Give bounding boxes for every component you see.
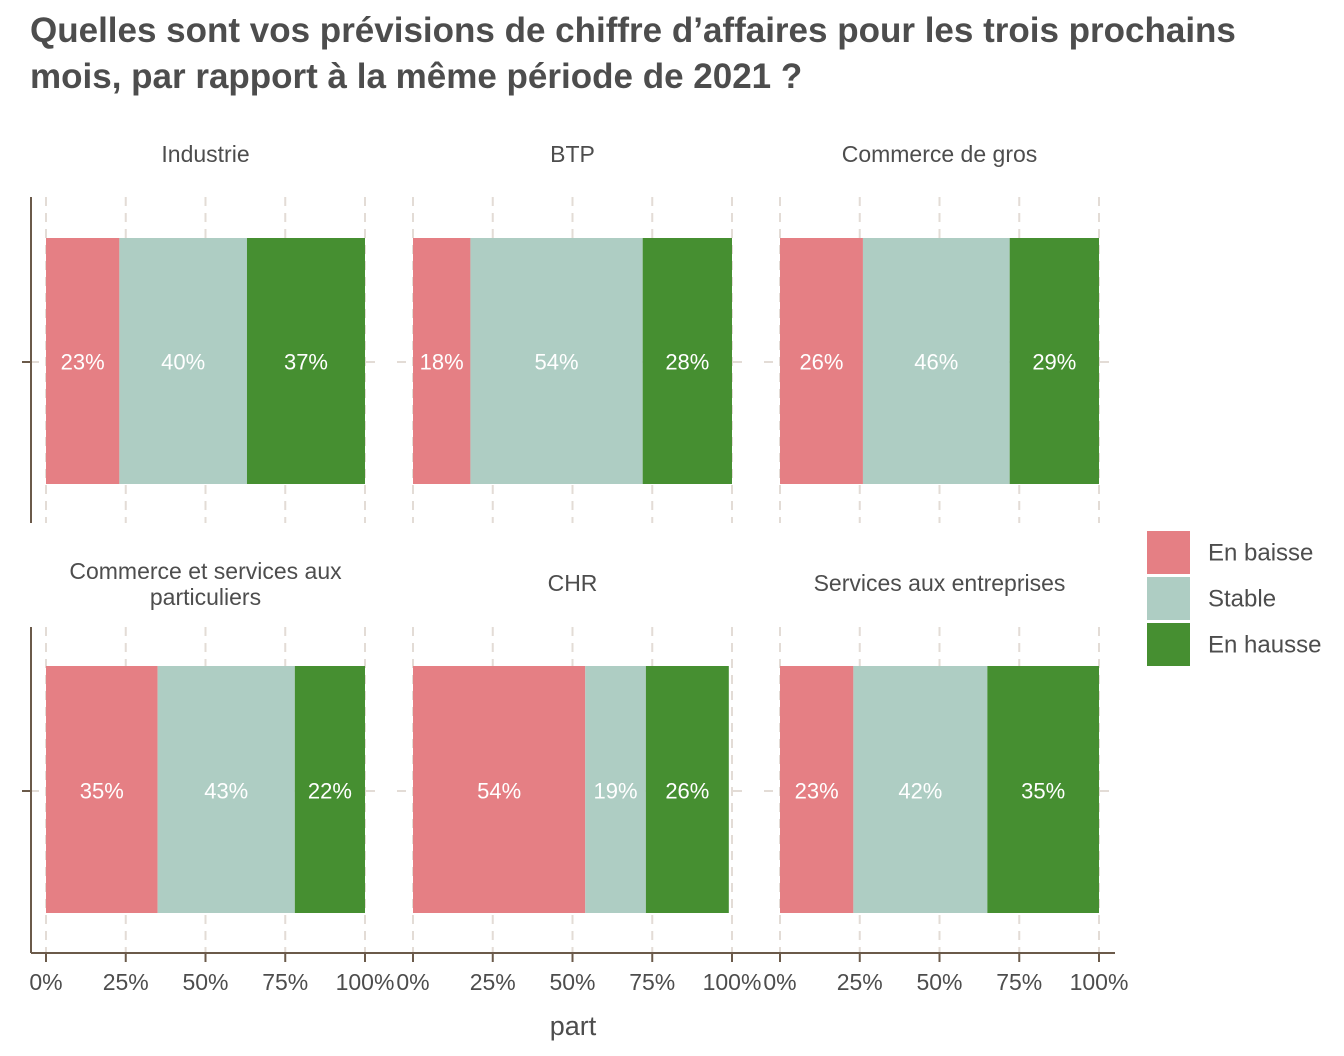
x-tick-label: 100% — [703, 969, 762, 995]
data-label: 40% — [161, 350, 205, 375]
x-tick-label: 25% — [470, 969, 516, 995]
facet-panel: BTP 18% 54% 28% — [397, 141, 748, 523]
x-tick-label: 50% — [182, 969, 228, 995]
data-label: 29% — [1032, 350, 1076, 375]
bar-segment — [46, 666, 158, 913]
legend-key — [1147, 623, 1190, 666]
chart-title: Quelles sont vos prévisions de chiffre d… — [30, 11, 1236, 96]
x-tick-label: 75% — [629, 969, 675, 995]
data-label: 54% — [535, 350, 579, 375]
facet-panel: CHR 54% 19% 26% — [397, 570, 748, 953]
bar-segment — [780, 666, 854, 913]
data-label: 46% — [914, 350, 958, 375]
data-label: 43% — [204, 779, 248, 804]
facet-title: Commerce et services aux particuliers — [69, 558, 342, 610]
bar-segment — [246, 238, 365, 484]
data-label: 26% — [799, 350, 843, 375]
data-label: 18% — [420, 350, 464, 375]
data-label: 35% — [80, 779, 124, 804]
facet-title: CHR — [548, 570, 598, 596]
bar-segment — [470, 238, 643, 484]
data-label: 35% — [1021, 779, 1065, 804]
data-label: 28% — [665, 350, 709, 375]
facet-title-line: particuliers — [150, 584, 261, 610]
bar-segment — [413, 238, 471, 484]
data-label: 23% — [61, 350, 105, 375]
bar-segment — [642, 238, 732, 484]
x-tick-label: 0% — [763, 969, 796, 995]
data-label: 22% — [308, 779, 352, 804]
facet-title: Industrie — [161, 141, 249, 167]
x-tick-label: 50% — [916, 969, 962, 995]
legend-label: En baisse — [1208, 540, 1313, 567]
x-tick-label: 0% — [396, 969, 429, 995]
x-tick-label: 25% — [103, 969, 149, 995]
x-tick-label: 100% — [1070, 969, 1129, 995]
bar-segment — [157, 666, 295, 913]
facet-panels: Industrie 23% 40% 37% BTP 18% 54% 28% Commerce d… — [30, 141, 1115, 953]
facet-title-line: Commerce et services aux — [69, 558, 342, 584]
bar-segment — [987, 666, 1099, 913]
x-tick-label: 50% — [549, 969, 595, 995]
bar-segment — [1009, 238, 1099, 484]
bar-segment — [294, 666, 365, 913]
x-tick-label: 0% — [29, 969, 62, 995]
bar-segment — [862, 238, 1010, 484]
facet-panel: Industrie 23% 40% 37% — [30, 141, 381, 523]
x-tick-label: 75% — [996, 969, 1042, 995]
data-label: 54% — [477, 779, 521, 804]
facet-title: Services aux entreprises — [814, 570, 1066, 596]
bar-segment — [853, 666, 988, 913]
x-tick-label: 75% — [262, 969, 308, 995]
data-label: 37% — [284, 350, 328, 375]
axes: 0% 25% 50% 75% 100% 0% 25% 50% 75% 100% 0% 25% 50% 75… — [22, 197, 1128, 1041]
legend-label: En hausse — [1208, 632, 1321, 659]
bar-segment — [46, 238, 120, 484]
bar-segment — [585, 666, 646, 913]
data-label: 26% — [665, 779, 709, 804]
legend-key — [1147, 577, 1190, 620]
x-tick-label: 25% — [837, 969, 883, 995]
legend: En baisse Stable En hausse — [1147, 531, 1321, 666]
bar-segment — [119, 238, 247, 484]
x-axis-title: part — [550, 1011, 597, 1041]
bar-segment — [645, 666, 729, 913]
facet-title: BTP — [550, 141, 595, 167]
facet-panel: Commerce de gros 26% 46% 29% — [764, 141, 1115, 523]
data-label: 23% — [795, 779, 839, 804]
bar-segment — [413, 666, 586, 913]
facet-panel: Commerce et services aux particuliers 35% 4… — [30, 558, 381, 953]
facet-panel: Services aux entreprises 23% 42% 35% — [764, 570, 1115, 953]
data-label: 19% — [594, 779, 638, 804]
bar-segment — [780, 238, 863, 484]
legend-key — [1147, 531, 1190, 574]
facet-title: Commerce de gros — [842, 141, 1038, 167]
data-label: 42% — [898, 779, 942, 804]
legend-label: Stable — [1208, 586, 1276, 613]
x-tick-label: 100% — [336, 969, 395, 995]
